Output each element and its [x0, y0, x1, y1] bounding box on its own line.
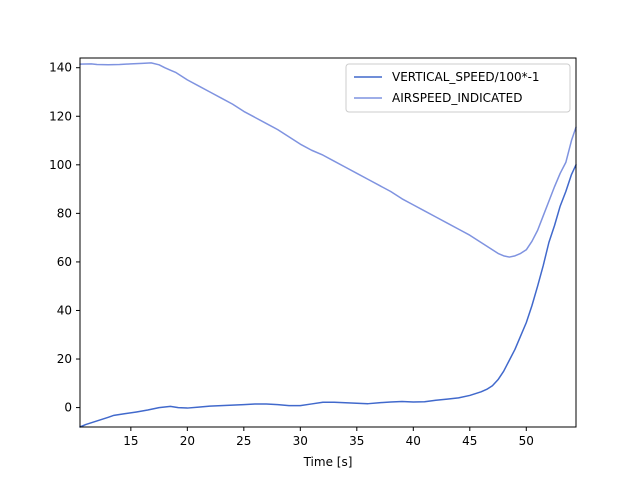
x-tick-label: 35: [349, 434, 364, 448]
x-tick-label: 50: [519, 434, 534, 448]
x-tick-label: 40: [406, 434, 421, 448]
x-tick-label: 25: [236, 434, 251, 448]
legend-label-vertical-speed: VERTICAL_SPEED/100*-1: [392, 70, 540, 84]
y-axis: 0 20 40 60 80 100 120 140: [49, 61, 80, 415]
series-line-airspeed-indicated: [79, 62, 577, 258]
legend: VERTICAL_SPEED/100*-1 AIRSPEED_INDICATED: [345, 63, 571, 113]
y-tick-label: 140: [49, 61, 72, 75]
x-tick-label: 30: [293, 434, 308, 448]
y-tick-label: 0: [64, 401, 72, 415]
x-tick-label: 45: [462, 434, 477, 448]
y-tick-label: 80: [57, 206, 72, 220]
x-axis: 15 20 25 30 35 40 45 50: [123, 427, 534, 448]
y-tick-label: 120: [49, 109, 72, 123]
series-line-vertical-speed: [79, 164, 577, 428]
plot-frame: [79, 57, 577, 428]
y-tick-label: 20: [57, 352, 72, 366]
series-layer: [79, 62, 577, 428]
legend-label-airspeed-indicated: AIRSPEED_INDICATED: [392, 91, 522, 105]
x-tick-label: 20: [180, 434, 195, 448]
legend-box: [345, 63, 571, 113]
y-tick-label: 40: [57, 303, 72, 317]
y-tick-label: 100: [49, 158, 72, 172]
y-tick-label: 60: [57, 255, 72, 269]
x-tick-label: 15: [123, 434, 138, 448]
x-axis-label: Time [s]: [303, 455, 353, 469]
